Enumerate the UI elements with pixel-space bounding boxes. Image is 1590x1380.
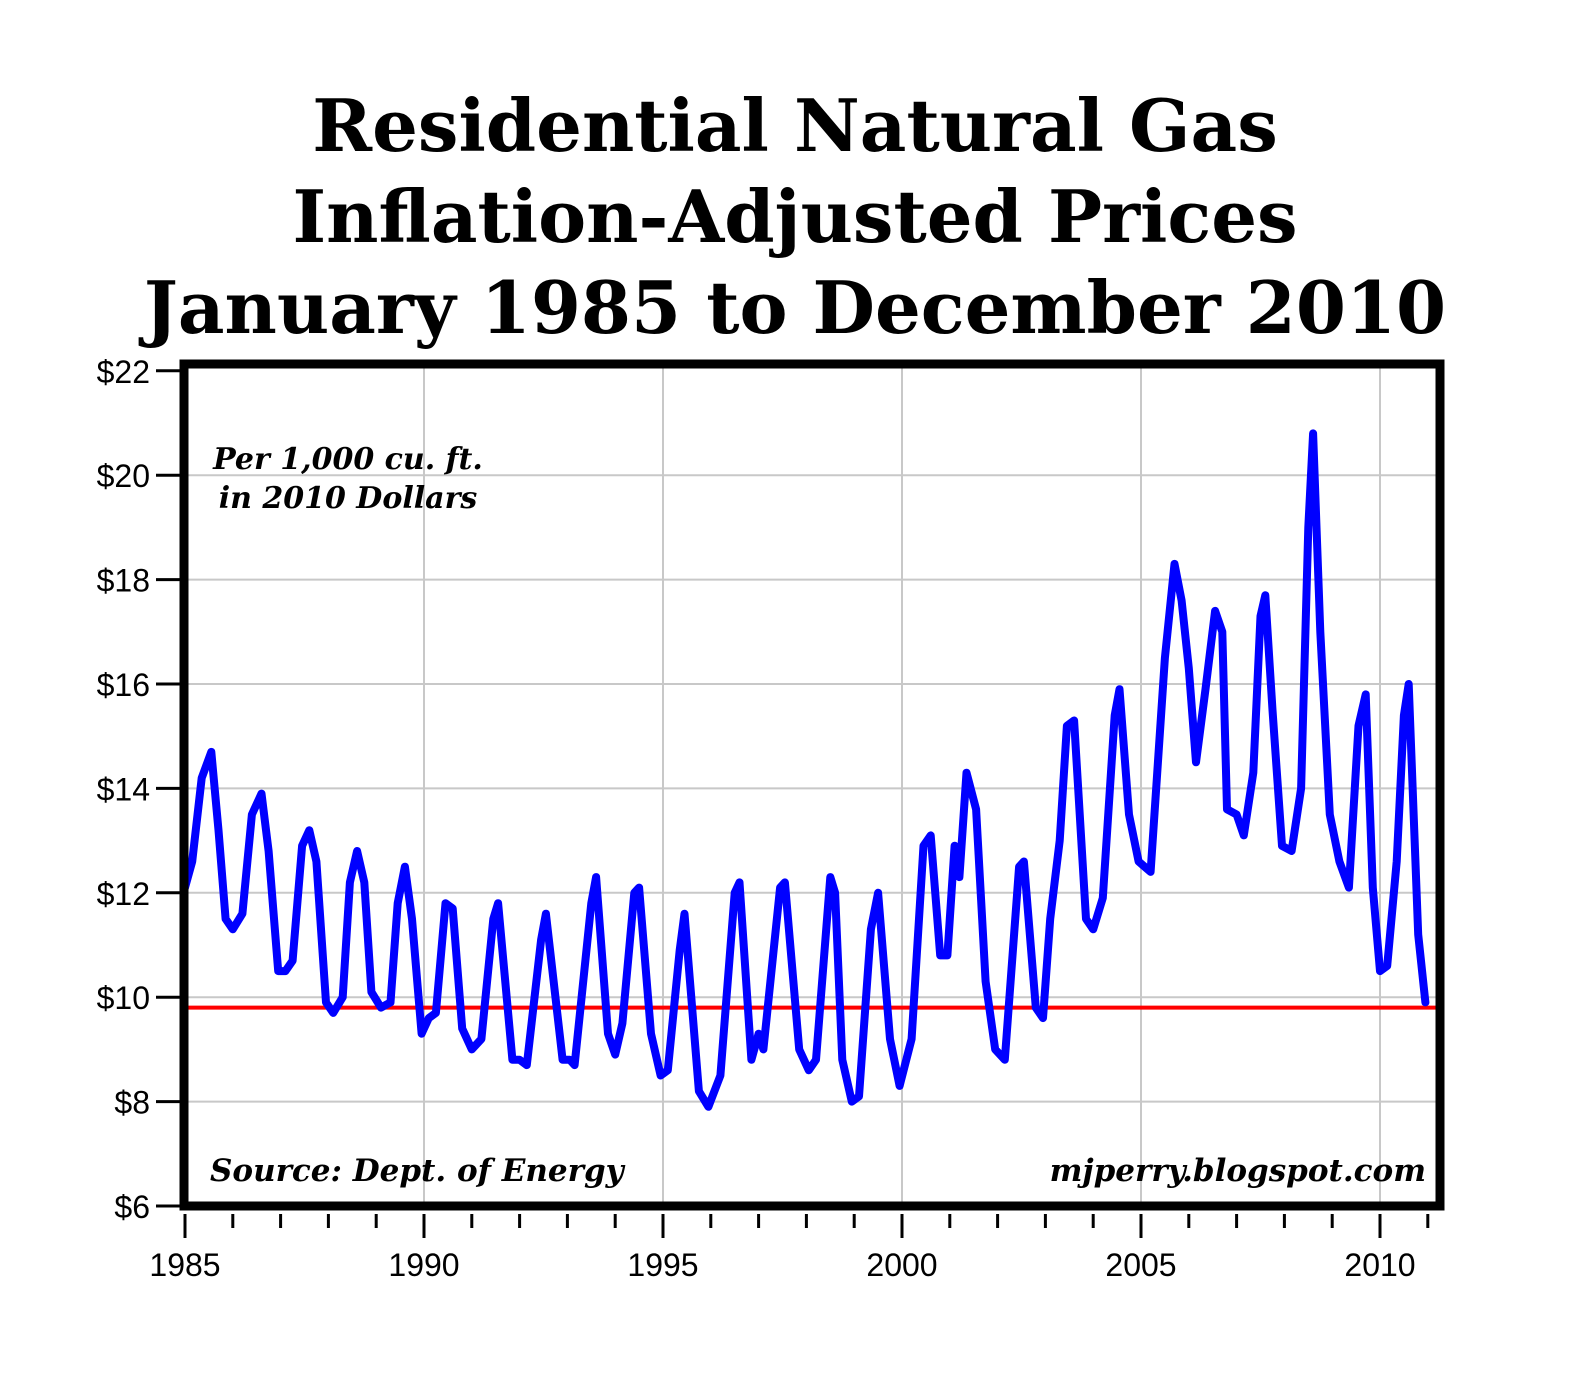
y-tick-label: $10 [97, 980, 150, 1016]
x-axis: 1985 1990 1995 2000 2005 2010 [149, 1214, 1430, 1283]
y-tick-label: $8 [114, 1085, 150, 1121]
chart-title: Residential Natural Gas Inflation-Adjust… [0, 80, 1590, 353]
x-tick-label: 2010 [1344, 1247, 1415, 1283]
x-tick-label: 1985 [149, 1247, 220, 1283]
plot-frame [179, 359, 1445, 1211]
credit-label: mjperry.blogspot.com [1050, 1153, 1426, 1189]
y-tick-label: $22 [97, 354, 150, 390]
title-line-2: Inflation-Adjusted Prices [292, 174, 1298, 259]
title-line-1: Residential Natural Gas [312, 83, 1278, 168]
x-tick-label: 1990 [388, 1247, 459, 1283]
y-tick-label: $6 [114, 1189, 150, 1225]
y-tick-label: $16 [97, 667, 150, 703]
series-line-price [181, 429, 1430, 1111]
x-tick-label: 1995 [627, 1247, 698, 1283]
x-tick-label: 2005 [1105, 1247, 1176, 1283]
unit-label-line-1: Per 1,000 cu. ft. [212, 442, 483, 477]
unit-label-line-2: in 2010 Dollars [219, 481, 478, 516]
y-tick-label: $20 [97, 458, 150, 494]
y-tick-label: $14 [97, 771, 150, 807]
title-line-3: January 1985 to December 2010 [143, 265, 1447, 350]
y-tick-label: $18 [97, 563, 150, 599]
y-axis: $6 $8 $10 $12 $14 $16 $18 $20 $22 [97, 354, 180, 1225]
source-label: Source: Dept. of Energy [210, 1153, 626, 1189]
y-tick-label: $12 [97, 876, 150, 912]
x-tick-label: 2000 [866, 1247, 937, 1283]
